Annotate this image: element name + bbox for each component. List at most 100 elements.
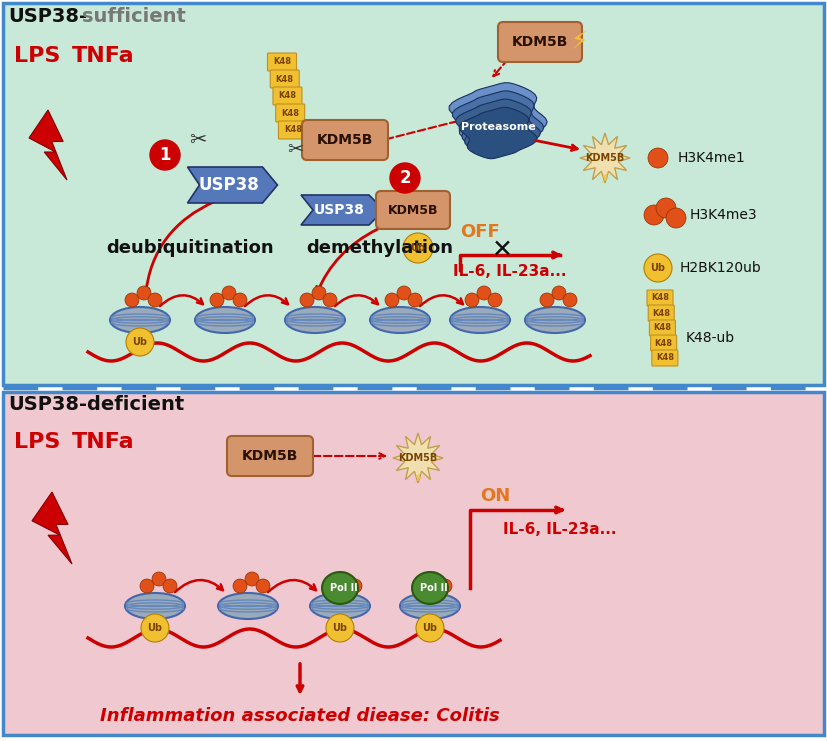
Text: Inflammation associated diease: Colitis: Inflammation associated diease: Colitis (100, 707, 500, 725)
Circle shape (337, 572, 351, 586)
Circle shape (325, 579, 339, 593)
Text: Pol II: Pol II (420, 583, 447, 593)
Circle shape (137, 286, 151, 300)
Circle shape (210, 293, 224, 307)
Circle shape (390, 163, 420, 193)
Circle shape (150, 140, 180, 170)
Circle shape (397, 286, 411, 300)
Circle shape (644, 254, 672, 282)
FancyBboxPatch shape (498, 22, 582, 62)
Circle shape (348, 579, 362, 593)
Text: Ub: Ub (410, 243, 426, 253)
Circle shape (488, 293, 502, 307)
FancyBboxPatch shape (270, 70, 299, 88)
Circle shape (256, 579, 270, 593)
Polygon shape (393, 433, 443, 483)
Circle shape (233, 293, 247, 307)
Polygon shape (322, 572, 358, 604)
Circle shape (163, 579, 177, 593)
Polygon shape (301, 195, 384, 225)
Polygon shape (580, 133, 630, 183)
FancyBboxPatch shape (279, 121, 308, 139)
Text: K48: K48 (284, 125, 302, 135)
Polygon shape (29, 110, 67, 180)
Circle shape (648, 148, 668, 168)
Circle shape (403, 233, 433, 263)
Circle shape (141, 614, 169, 642)
FancyBboxPatch shape (376, 191, 450, 229)
Text: K48-ub: K48-ub (686, 331, 735, 345)
FancyBboxPatch shape (3, 392, 824, 735)
Text: IL-6, IL-23a...: IL-6, IL-23a... (453, 265, 566, 279)
Text: H3K4me1: H3K4me1 (678, 151, 746, 165)
Text: Ub: Ub (132, 337, 147, 347)
Text: Ub: Ub (147, 623, 162, 633)
Text: K48: K48 (653, 308, 670, 317)
FancyBboxPatch shape (275, 104, 304, 122)
Circle shape (552, 286, 566, 300)
Circle shape (465, 293, 479, 307)
Text: IL-6, IL-23a...: IL-6, IL-23a... (504, 522, 617, 537)
FancyBboxPatch shape (652, 350, 678, 366)
Text: TNFa: TNFa (72, 46, 135, 66)
Circle shape (126, 328, 154, 356)
Text: USP38: USP38 (198, 176, 260, 194)
FancyBboxPatch shape (3, 3, 824, 385)
Text: ⚡: ⚡ (600, 170, 610, 185)
Circle shape (416, 614, 444, 642)
Circle shape (300, 293, 314, 307)
Text: ⚡: ⚡ (571, 30, 589, 54)
Polygon shape (459, 107, 537, 159)
Text: deubiquitination: deubiquitination (106, 239, 274, 257)
Circle shape (326, 614, 354, 642)
Circle shape (312, 286, 326, 300)
Text: K48: K48 (279, 91, 296, 101)
Text: KDM5B: KDM5B (388, 204, 438, 216)
Text: K48: K48 (656, 353, 674, 362)
Circle shape (563, 293, 577, 307)
Text: Pol II: Pol II (330, 583, 358, 593)
Text: KDM5B: KDM5B (586, 153, 624, 163)
Ellipse shape (125, 593, 185, 619)
Ellipse shape (400, 593, 460, 619)
Text: Ub: Ub (332, 623, 347, 633)
Text: ✂: ✂ (189, 130, 207, 150)
FancyBboxPatch shape (647, 290, 673, 306)
Ellipse shape (110, 307, 170, 333)
FancyBboxPatch shape (648, 305, 674, 321)
Text: K48: K48 (281, 108, 299, 118)
Text: KDM5B: KDM5B (512, 35, 568, 49)
Text: K48: K48 (655, 339, 672, 348)
Circle shape (245, 572, 259, 586)
Ellipse shape (195, 307, 255, 333)
Ellipse shape (218, 593, 278, 619)
Circle shape (385, 293, 399, 307)
Polygon shape (452, 91, 544, 151)
Text: KDM5B: KDM5B (241, 449, 299, 463)
Text: LPS: LPS (14, 46, 60, 66)
Text: H2BK120ub: H2BK120ub (680, 261, 762, 275)
Circle shape (233, 579, 247, 593)
Text: USP38-: USP38- (8, 7, 87, 26)
Text: USP38: USP38 (313, 203, 365, 217)
Circle shape (477, 286, 491, 300)
Text: demethylation: demethylation (307, 239, 453, 257)
Text: OFF: OFF (460, 223, 500, 241)
Ellipse shape (525, 307, 585, 333)
Text: ✂: ✂ (287, 141, 304, 159)
Text: sufficient: sufficient (82, 7, 186, 26)
FancyBboxPatch shape (267, 53, 297, 71)
FancyBboxPatch shape (649, 320, 676, 336)
FancyBboxPatch shape (227, 436, 313, 476)
FancyBboxPatch shape (273, 87, 302, 105)
Text: K48: K48 (273, 58, 291, 67)
Text: KDM5B: KDM5B (399, 453, 437, 463)
Polygon shape (412, 572, 448, 604)
Text: 1: 1 (160, 146, 170, 164)
Circle shape (656, 198, 676, 218)
Circle shape (438, 579, 452, 593)
Text: KDM5B: KDM5B (317, 133, 373, 147)
Circle shape (415, 579, 429, 593)
Ellipse shape (285, 307, 345, 333)
Circle shape (222, 286, 236, 300)
